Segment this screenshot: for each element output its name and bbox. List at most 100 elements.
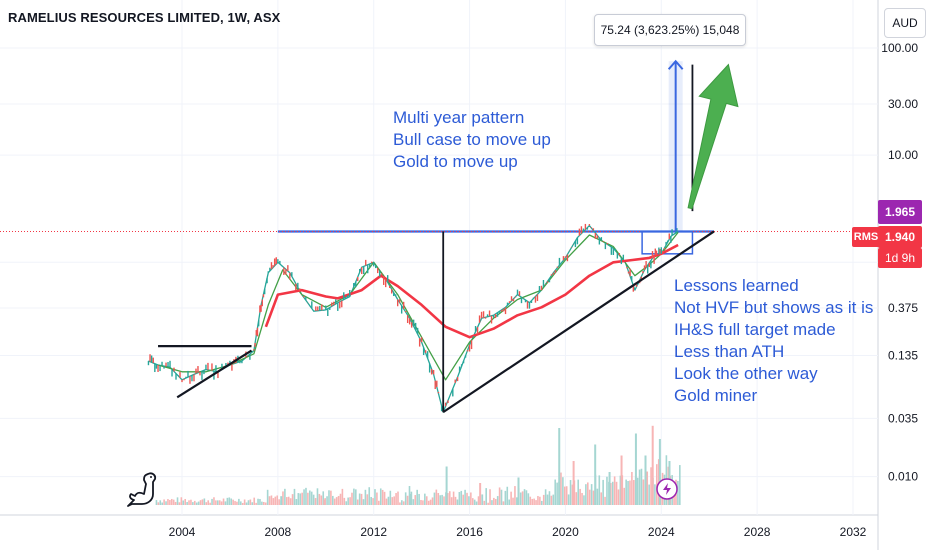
volume-bar	[500, 489, 503, 505]
volume-bar	[287, 496, 290, 505]
volume-bar	[341, 488, 344, 505]
volume-bar	[563, 486, 566, 505]
volume-spike	[323, 499, 326, 505]
volume-bar	[203, 498, 206, 505]
box-2023	[641, 230, 694, 255]
volume-bar	[556, 482, 558, 505]
volume-bar	[510, 491, 512, 505]
volume-bar	[349, 497, 351, 505]
volume-bar	[569, 480, 572, 505]
target-arrow-head	[667, 59, 684, 70]
volume-bar	[391, 497, 394, 505]
pattern-note-line: Gold to move up	[393, 152, 518, 171]
volume-bar	[393, 496, 395, 505]
volume-bar	[586, 482, 589, 505]
volume-bar	[617, 489, 620, 505]
volume-bar	[418, 493, 420, 505]
volume-bar	[575, 492, 578, 505]
volume-bar	[447, 493, 449, 505]
volume-bar	[274, 496, 277, 505]
volume-bar	[585, 484, 587, 505]
bull-arrow	[687, 63, 739, 210]
volume-bar	[332, 495, 334, 505]
volume-bar	[395, 493, 397, 505]
lightning-icon[interactable]	[656, 478, 678, 500]
volume-bar	[337, 495, 340, 505]
volume-spike	[572, 461, 575, 505]
price-series	[147, 223, 679, 413]
volume-bar	[399, 502, 401, 505]
volume-spike	[651, 425, 654, 505]
volume-spike	[608, 472, 611, 505]
volume-bar	[638, 469, 641, 505]
y-tick-label: 30.00	[888, 97, 918, 111]
volume-spike	[479, 483, 482, 505]
volume-bar	[581, 492, 583, 505]
volume-bar	[303, 489, 305, 505]
volume-bar	[615, 481, 618, 505]
volume-bar	[613, 476, 616, 505]
volume-bar	[201, 499, 204, 505]
volume-bar	[491, 500, 493, 505]
volume-bar	[471, 498, 474, 505]
volume-bar	[247, 500, 250, 505]
volume-bar	[550, 495, 553, 505]
volume-bar	[657, 459, 660, 505]
volume-bar	[211, 498, 213, 505]
volume-bar	[343, 497, 346, 505]
x-tick-label: 2024	[648, 525, 675, 539]
volume-bar	[172, 499, 175, 505]
volume-bar	[544, 489, 547, 505]
volume-bar	[464, 489, 466, 505]
lessons-note: Lessons learned Not HVF but shows as it …	[674, 275, 873, 407]
volume-bar	[516, 497, 518, 505]
volume-bar	[192, 502, 194, 505]
volume-bar	[301, 492, 303, 505]
volume-bar	[282, 491, 284, 505]
volume-spike	[409, 494, 412, 505]
currency-button[interactable]: AUD	[884, 8, 926, 38]
volume-bar	[606, 476, 608, 505]
volume-bar	[262, 501, 265, 505]
volume-bar	[291, 494, 294, 505]
volume-bar	[406, 495, 409, 505]
volume-bar	[565, 486, 568, 505]
volume-bar	[468, 496, 470, 505]
volume-bar	[228, 497, 231, 505]
volume-bar	[180, 497, 183, 505]
volume-bar	[238, 498, 240, 505]
volume-bar	[307, 492, 309, 505]
x-tick-label: 2028	[744, 525, 771, 539]
countdown-tag: 1d 9h	[878, 248, 922, 268]
volume-bar	[326, 496, 328, 505]
volume-bar	[592, 490, 595, 505]
volume-bar	[268, 496, 271, 505]
triangle-base-line	[176, 349, 253, 399]
volume-bar	[209, 502, 211, 505]
volume-bar	[579, 488, 581, 505]
volume-bar	[297, 493, 300, 505]
volume-bar	[527, 493, 530, 505]
volume-bar	[289, 498, 292, 505]
volume-bar	[310, 491, 313, 505]
volume-spike	[658, 439, 661, 505]
volume-bar	[335, 497, 338, 505]
x-tick-label: 2004	[169, 525, 196, 539]
volume-bar	[546, 494, 549, 505]
volume-bar	[362, 499, 365, 505]
volume-spike	[644, 455, 647, 505]
volume-bar	[414, 495, 417, 505]
volume-bar	[309, 490, 311, 505]
pattern-note-line: Multi year pattern	[393, 108, 525, 127]
lessons-note-line: Lessons learned	[674, 276, 799, 295]
volume-bar	[650, 467, 652, 505]
volume-bar	[234, 501, 236, 505]
y-tick-label: 10.00	[888, 148, 918, 162]
volume-bar	[249, 499, 252, 505]
volume-bar	[383, 491, 386, 505]
volume-bar	[356, 499, 359, 505]
volume-bar	[239, 501, 242, 505]
volume-bar	[216, 500, 219, 505]
volume-bar	[241, 502, 244, 505]
